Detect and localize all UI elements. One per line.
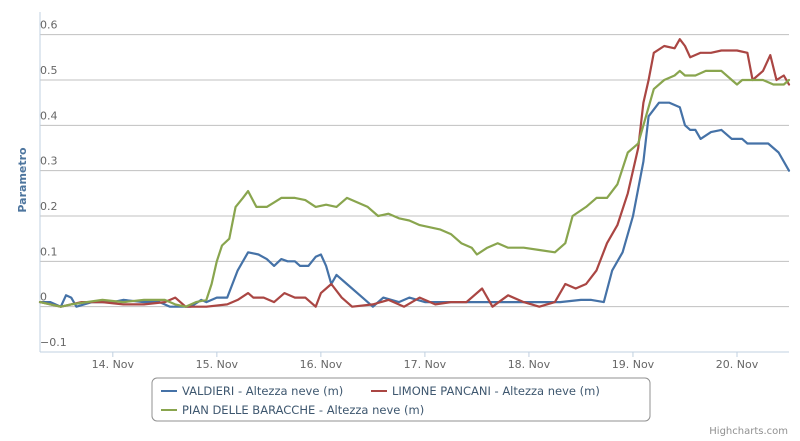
y-tick-label: 0.6 [40, 19, 58, 32]
y-tick-label: 0.1 [40, 245, 58, 258]
y-tick-label: 0.2 [40, 200, 58, 213]
x-tick-label: 14. Nov [92, 358, 135, 371]
legend-box [151, 377, 651, 422]
y-tick-label: −0.1 [40, 336, 67, 349]
series-line-2[interactable] [38, 69, 791, 308]
x-tick-label: 16. Nov [300, 358, 343, 371]
y-tick-labels: −0.1 0 0.1 0.2 0.3 0.4 0.5 0.6 [40, 19, 67, 349]
legend-item-valdieri[interactable]: VALDIERI - Altezza neve (m) [161, 384, 343, 398]
x-tick-label: 15. Nov [196, 358, 239, 371]
x-tick-label: 20. Nov [716, 358, 759, 371]
legend-label: LIMONE PANCANI - Altezza neve (m) [392, 384, 600, 398]
y-tick-label: 0.3 [40, 155, 58, 168]
axes [39, 12, 789, 357]
series-line-0[interactable] [38, 101, 791, 308]
legend-label: VALDIERI - Altezza neve (m) [182, 384, 343, 398]
x-tick-label: 19. Nov [612, 358, 655, 371]
y-axis-title: Parametro [16, 147, 29, 213]
y-tick-label: 0.5 [40, 64, 58, 77]
series-lines [38, 38, 791, 308]
y-tick-label: 0 [40, 291, 47, 304]
legend-item-limone-pancani[interactable]: LIMONE PANCANI - Altezza neve (m) [371, 384, 600, 398]
legend: VALDIERI - Altezza neve (m) LIMONE PANCA… [151, 377, 651, 422]
credits-link[interactable]: Highcharts.com [709, 426, 788, 437]
x-tick-label: 17. Nov [404, 358, 447, 371]
y-tick-label: 0.4 [40, 109, 58, 122]
x-tick-label: 18. Nov [508, 358, 551, 371]
x-tick-labels: 14. Nov 15. Nov 16. Nov 17. Nov 18. Nov 19. N… [92, 358, 759, 371]
legend-item-pian-delle-baracche[interactable]: PIAN DELLE BARACCHE - Altezza neve (m) [161, 403, 424, 417]
legend-label: PIAN DELLE BARACCHE - Altezza neve (m) [182, 403, 424, 417]
series-line-1[interactable] [38, 38, 791, 308]
grid-lines [40, 34, 789, 353]
